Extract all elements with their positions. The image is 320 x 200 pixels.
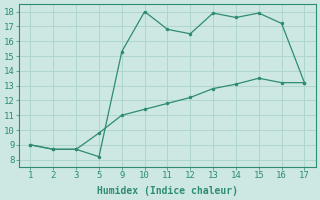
X-axis label: Humidex (Indice chaleur): Humidex (Indice chaleur) xyxy=(97,186,238,196)
